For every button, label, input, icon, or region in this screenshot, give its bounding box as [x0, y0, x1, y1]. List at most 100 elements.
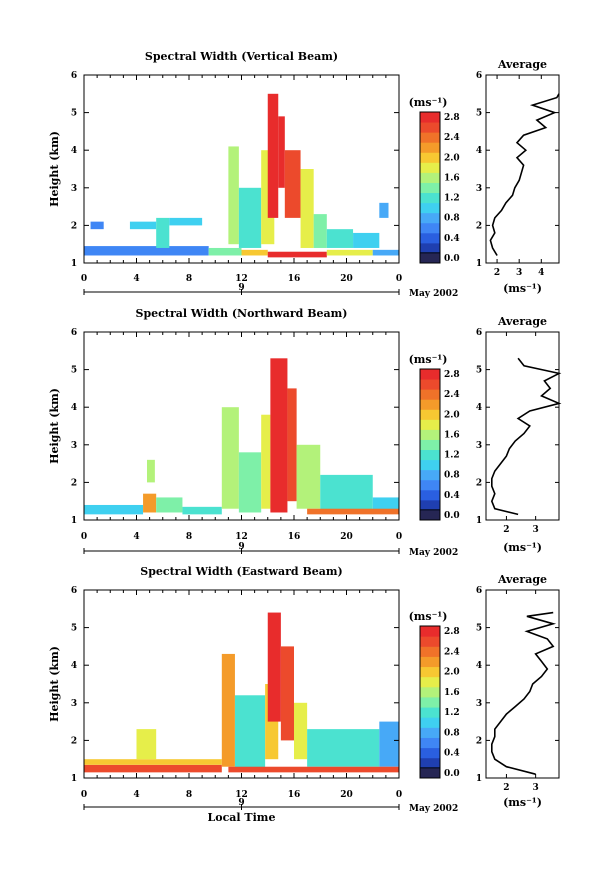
heatmap-cell: [143, 493, 157, 513]
colorbar-swatch: [420, 459, 440, 471]
colorbar-swatch: [420, 656, 440, 668]
y-tick-label: 2: [71, 736, 77, 746]
colorbar-swatch: [420, 646, 440, 657]
x-tick-label: 8: [186, 790, 192, 800]
x-tick-label: 16: [288, 532, 301, 542]
colorbar-tick-label: 0.8: [444, 728, 460, 738]
average-title: Average: [497, 58, 547, 71]
colorbar-frame: [419, 625, 441, 779]
average-x-tick-label: 3: [516, 268, 522, 278]
y-tick-label: 6: [71, 586, 77, 596]
average-x-tick-label: 3: [533, 525, 539, 535]
heatmap-cell: [270, 358, 288, 513]
x-tick-label: 4: [133, 532, 139, 542]
heatmap-cell: [326, 229, 354, 248]
colorbar-tick-label: 1.2: [444, 708, 460, 718]
x-tick-label: 20: [340, 532, 353, 542]
colorbar-swatch: [420, 192, 440, 204]
x-tick-label: 12: [235, 274, 248, 284]
colorbar-swatch: [420, 686, 440, 698]
colorbar-tick-label: 2.8: [444, 627, 460, 637]
colorbar-units: (ms⁻¹): [409, 353, 448, 366]
colorbar-swatch: [420, 389, 440, 400]
heatmap-cell: [379, 202, 389, 218]
x-tick-label: 8: [186, 532, 192, 542]
heatmap-cell: [84, 764, 222, 773]
y-tick-label: 5: [71, 109, 77, 119]
colorbar-swatch: [420, 727, 440, 738]
average-x-label: (ms⁻¹): [503, 796, 542, 809]
colorbar-swatch: [420, 172, 440, 183]
colorbar-swatch: [420, 409, 440, 420]
colorbar-swatch: [420, 132, 440, 143]
average-frame: [485, 331, 560, 521]
panel-title: Spectral Width (Vertical Beam): [145, 50, 338, 63]
colorbar-tick-label: 2.0: [444, 410, 460, 420]
colorbar-swatch: [420, 242, 440, 254]
x-tick-label: 0: [396, 274, 402, 284]
average-y-tick-label: 1: [476, 774, 482, 784]
colorbar-tick-label: 2.4: [444, 647, 460, 657]
average-y-tick-label: 2: [476, 736, 482, 746]
average-x-tick-label: 2: [494, 268, 500, 278]
average-y-tick-label: 6: [476, 586, 482, 596]
colorbar-swatch: [420, 676, 440, 688]
average-x-label: (ms⁻¹): [503, 282, 542, 295]
x-tick-label: 8: [186, 274, 192, 284]
colorbar-swatch: [420, 212, 440, 224]
x-tick-label: 0: [396, 532, 402, 542]
heatmap-cell: [287, 388, 297, 502]
heatmap-cell: [261, 414, 271, 509]
colorbar-swatch: [420, 747, 440, 759]
average-frame: [485, 74, 560, 264]
heatmap-cell: [278, 116, 285, 188]
average-profile-line: [491, 611, 557, 775]
heatmap-cell: [221, 407, 239, 509]
average-y-tick-label: 5: [476, 109, 482, 119]
average-y-tick-label: 3: [476, 184, 482, 194]
y-tick-label: 1: [71, 774, 77, 784]
x-tick-label: 0: [81, 274, 87, 284]
heatmap-cell: [296, 444, 321, 509]
date-label: May 2002: [409, 548, 458, 558]
heatmap-cell: [326, 249, 373, 256]
colorbar-swatch: [420, 479, 440, 491]
y-tick-label: 6: [71, 71, 77, 81]
x-tick-label: 4: [133, 790, 139, 800]
average-profile-line: [490, 357, 562, 516]
y-axis-label: Height (km): [48, 388, 61, 464]
colorbar-swatch: [420, 469, 440, 481]
average-y-tick-label: 1: [476, 516, 482, 526]
x-tick-label: 0: [396, 790, 402, 800]
colorbar-tick-label: 1.2: [444, 194, 460, 204]
colorbar-swatch: [420, 626, 440, 637]
colorbar-swatch: [420, 757, 440, 769]
colorbar-tick-label: 0.4: [444, 749, 460, 759]
heatmap-cell: [234, 695, 266, 771]
heatmap-cell: [307, 508, 399, 515]
colorbar-swatch: [420, 232, 440, 244]
colorbar-swatch: [420, 369, 440, 380]
heatmap-cell: [156, 497, 183, 513]
x-tick-label: 4: [133, 274, 139, 284]
panel-title: Spectral Width (Eastward Beam): [140, 565, 342, 578]
average-profile-line: [489, 93, 560, 256]
colorbar-tick-label: 0.0: [444, 769, 460, 779]
y-axis-label: Height (km): [48, 646, 61, 722]
heatmap-cell: [228, 146, 239, 245]
colorbar-tick-label: 1.2: [444, 451, 460, 461]
average-y-tick-label: 5: [476, 624, 482, 634]
x-tick-label: 16: [288, 790, 301, 800]
average-y-tick-label: 4: [476, 403, 482, 413]
panel-1: Spectral Width (Vertical Beam)123456Heig…: [48, 50, 560, 299]
heatmap-cell: [84, 759, 222, 765]
colorbar-swatch: [420, 489, 440, 501]
colorbar-swatch: [420, 429, 440, 440]
colorbar-tick-label: 0.4: [444, 234, 460, 244]
x-tick-label: 0: [81, 790, 87, 800]
colorbar-swatch: [420, 112, 440, 123]
colorbar-swatch: [420, 696, 440, 708]
colorbar-swatch: [420, 162, 440, 173]
colorbar-swatch: [420, 399, 440, 410]
average-x-tick-label: 2: [503, 783, 509, 793]
